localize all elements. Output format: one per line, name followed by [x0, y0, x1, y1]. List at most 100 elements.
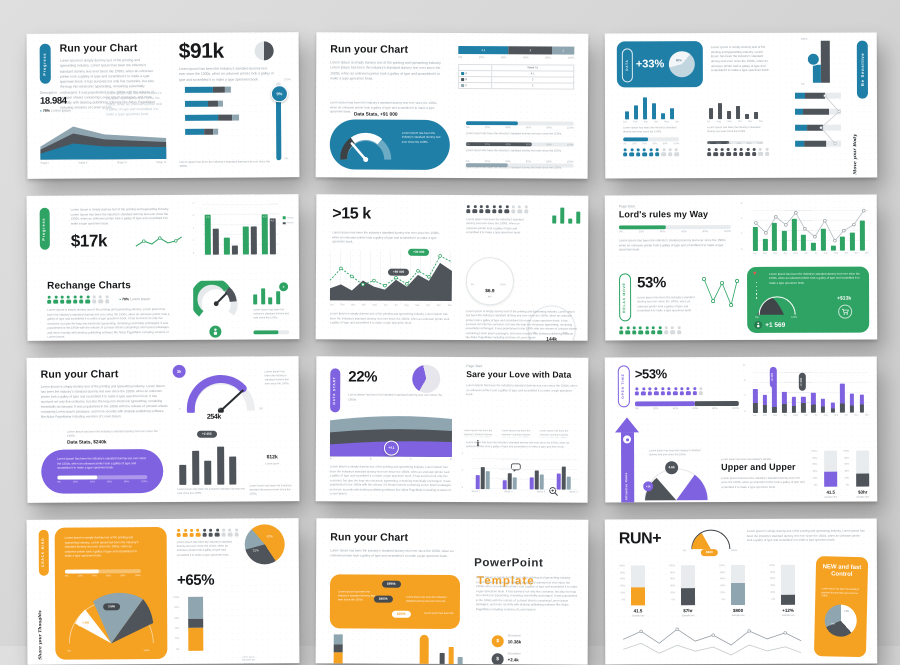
bar-label: 4.3 [262, 215, 268, 218]
value-badge: $600 [701, 549, 718, 556]
bar-chart [179, 445, 236, 485]
line-chart [619, 623, 805, 664]
value-badge: 4.6k [665, 461, 678, 474]
heart-icon: ♥ [753, 271, 757, 277]
slide-title: Sare your Love with Data [466, 370, 571, 379]
pie-label: 7.3% [844, 611, 849, 613]
cart-icon [838, 305, 852, 319]
section-heading: Rechange Charts [47, 281, 131, 292]
multi-ring-donut: Lorem Ipsum has been the industry's stan… [219, 634, 277, 665]
caption-text: Lorem Ipsum has been the industry's stan… [177, 487, 249, 495]
slide-07[interactable]: Run your Chart Lorem Ipsum is simply dum… [27, 356, 300, 503]
gauge-min: 0% [471, 284, 474, 286]
value-badge: 3k [173, 365, 186, 378]
stat-icon: $ [492, 653, 504, 665]
caption-text: Lorem Ipsum has been the industry's stan… [253, 308, 289, 320]
body-text: Lorem Ipsum is simply dummy text of the … [476, 575, 578, 612]
value-badge: $890k [382, 581, 401, 588]
bar-chart-h2 [709, 95, 758, 119]
area-chart [40, 117, 166, 160]
arrow-icon [623, 435, 631, 443]
tornado-chart [795, 93, 845, 155]
stacked-bar-row [185, 129, 218, 135]
donut-chart [370, 635, 406, 665]
stat-note: Lorem ipsum [51, 109, 71, 113]
slide-08[interactable]: DATA START 22% Lorem Ipsum has been the … [316, 356, 589, 502]
slide-02[interactable]: Run your Chart Lorem Ipsum is simply dum… [316, 32, 589, 178]
stacked-bar-row [185, 87, 231, 93]
slide-title: Run your Chart [60, 43, 138, 54]
relax-pill: RELAX MOVE [619, 273, 631, 321]
stacked-bar-chart: 4.1 3 2 [458, 46, 574, 55]
card-title: NEW and fast Control [822, 564, 862, 579]
stat-value: 18.984 [40, 97, 67, 107]
progress-bar [635, 401, 739, 406]
kicker: Page Start [619, 205, 635, 208]
slide-04[interactable]: Progress Lorem Ipsum is simply dummy tex… [27, 194, 300, 341]
segment-label: 2 [552, 47, 574, 55]
slide-01[interactable]: Progress Run your Chart Lorem Ipsum is s… [27, 32, 300, 179]
crack-mind-pill: CRACK MIND [39, 530, 49, 576]
chart-legend [283, 216, 294, 224]
script-text: Share your Thoughts [37, 584, 42, 660]
grouped-bar-chart [472, 453, 578, 490]
slide-10[interactable]: CRACK MIND Share your Thoughts Lorem Ips… [27, 518, 300, 665]
gauge-note: Lorem Ipsum has been the industry's stan… [402, 131, 442, 144]
stat-label: Description [40, 92, 57, 96]
brand-word: PowerPoint [474, 557, 543, 569]
segment-label: 4.1 [458, 46, 508, 54]
kpi-value: +65% [177, 573, 214, 588]
caption-text: Lorem Ipsum has been the industry's stan… [623, 126, 685, 134]
caption-text: Lorem Ipsum has been the industry's stan… [249, 484, 295, 496]
caption-text: Lorem Ipsum has been the industry's stan… [649, 449, 707, 457]
gauge-max: 100% [731, 549, 737, 552]
slide-title: Run your Chart [330, 44, 408, 55]
caption-text: Lorem Ipsum has been the industry's stan… [637, 295, 695, 313]
slider-min-label: 0% [284, 157, 288, 160]
slide-grid: Progress Run your Chart Lorem Ipsum is s… [27, 33, 877, 664]
gauge-max: 100% [500, 284, 506, 286]
slide-12[interactable]: RUN+ 0% 100% $600 Lorem Ipsum is simply … [605, 519, 878, 665]
slide-03[interactable]: DATA +33% 60% Lorem Ipsum is simply dumm… [605, 33, 878, 179]
body-text: Lorem Ipsum has been the industry's stan… [721, 476, 805, 489]
slide-11[interactable]: Run your Chart Lorem Ipsum has been the … [316, 518, 589, 664]
donut-caption: Lorem Ipsum has been the industry's stan… [241, 656, 255, 664]
slide-06[interactable]: Page Start Lord's rules my Way 0%20%40%6… [605, 195, 878, 341]
card-gauge [755, 293, 799, 315]
card-text: Lorem Ipsum has been the industry's stan… [821, 588, 861, 600]
y-axis: 100%80%60%40%20%0% [669, 565, 675, 601]
slider-handle[interactable]: 9% [271, 85, 288, 102]
body-text: Lorem Ipsum has been the industry's stan… [619, 238, 731, 252]
thermo-value: $7hr [675, 608, 701, 613]
mini-bar-chart [552, 206, 580, 224]
slider-max-label: 100% [284, 78, 291, 81]
thermo-bar [781, 565, 795, 605]
progress-bar [619, 225, 731, 229]
caption-text: Lorem Ipsum has been the industry's stan… [348, 392, 442, 401]
value-badge: +1 000 [799, 373, 806, 391]
kpi-value: 22% [348, 369, 377, 384]
dot-line-chart [701, 275, 739, 317]
data-start-pill: DATA START [330, 368, 340, 412]
gauge-chart [183, 366, 259, 412]
donut-sub: Lorem ipsum [253, 462, 291, 465]
slide-title: Lord's rules my Way [619, 210, 708, 219]
pictogram-row [619, 326, 683, 334]
kpi-value: >15 k [332, 206, 371, 222]
pie-label: 20% [831, 623, 835, 625]
progress-bar [466, 121, 574, 126]
bar-chart-h1 [625, 95, 674, 119]
table-header: Week 01 [492, 66, 573, 69]
slide-05[interactable]: >15 k Lorem Ipsum has been the industry'… [316, 194, 589, 340]
mini-bar-chart [253, 286, 280, 304]
highlight-card: NEW and fast Control Lorem Ipsum has bee… [814, 556, 868, 657]
body-text: Lorem Ipsum is simply dummy text of the … [71, 207, 171, 226]
side-pill: Be Sensitive [857, 41, 868, 99]
thermo-value: 41.5 [625, 608, 651, 613]
slide-09[interactable]: OPEN TIME >53% 0%20%40%60%80%100% Attrac… [605, 357, 878, 503]
bar-label: 4.3 [205, 216, 211, 219]
